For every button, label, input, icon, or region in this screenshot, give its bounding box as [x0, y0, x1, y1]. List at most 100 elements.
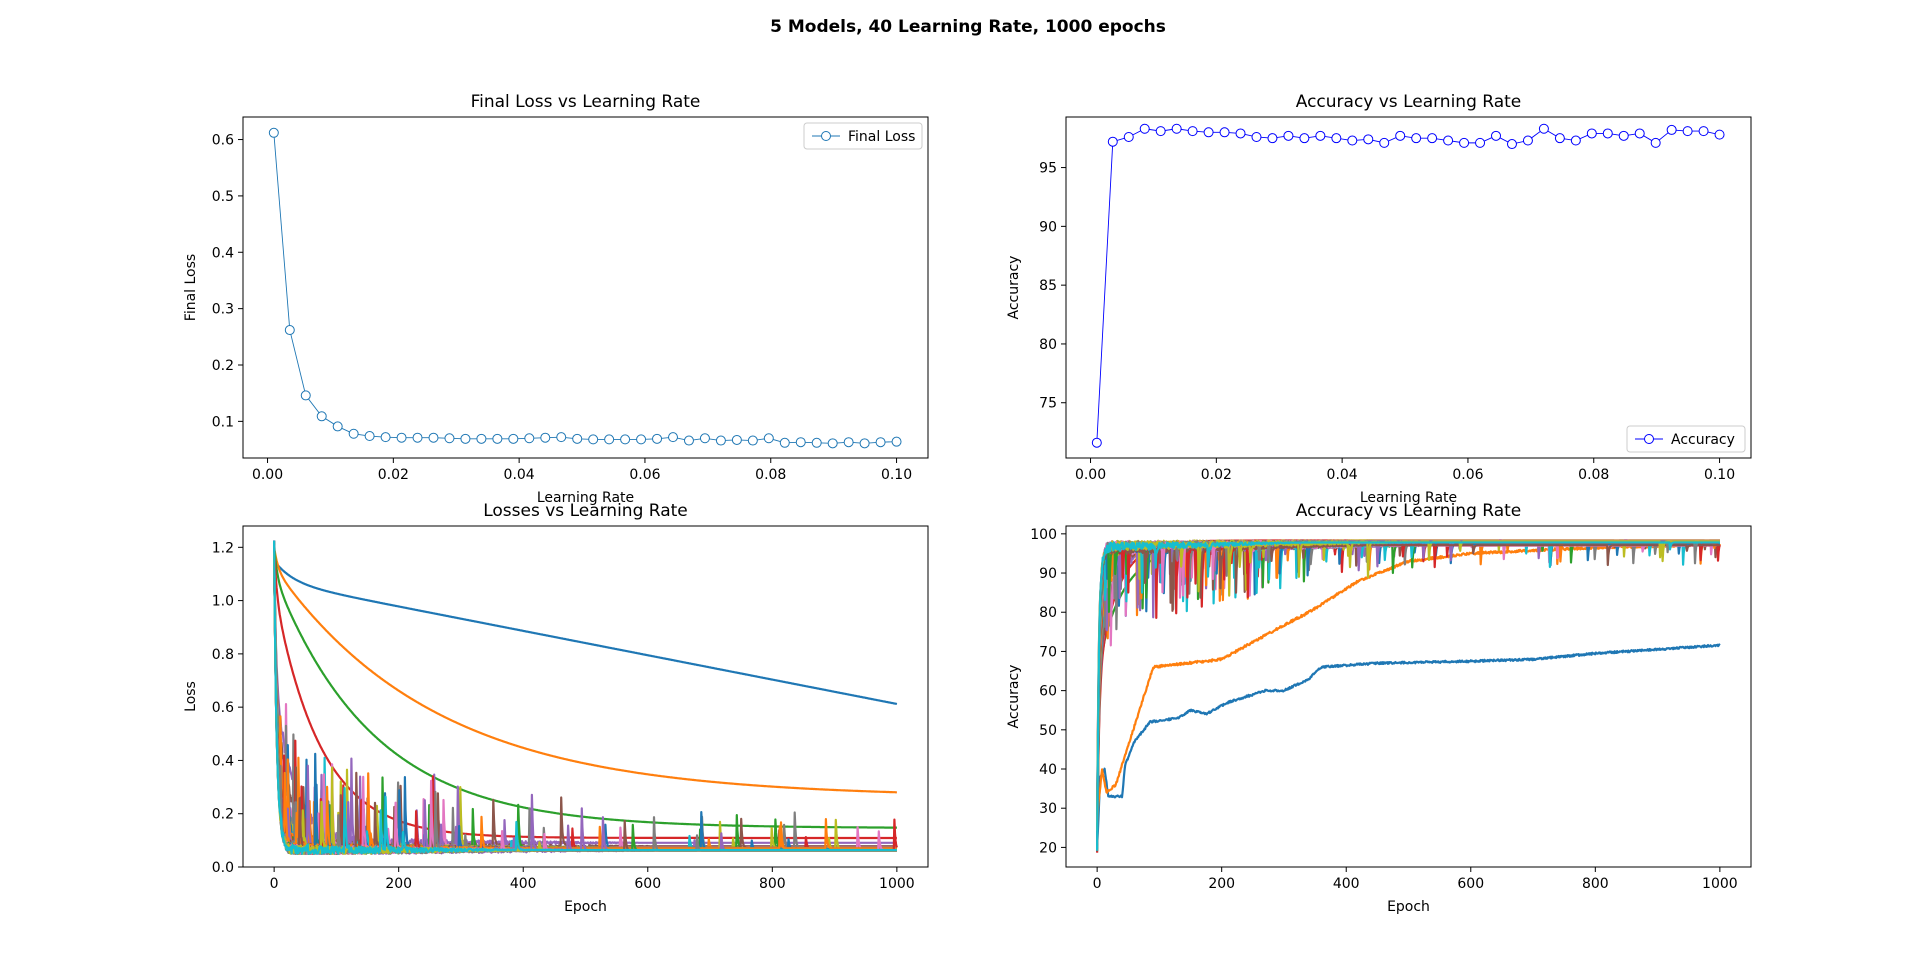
y-tick-label: 1.2 [212, 540, 234, 556]
data-point [875, 437, 886, 448]
y-tick-label: 0.8 [212, 647, 234, 663]
data-point [827, 438, 838, 449]
data-point [1267, 133, 1278, 144]
data-point [795, 437, 806, 448]
data-point [460, 433, 471, 444]
chart-title: Losses vs Learning Rate [483, 501, 688, 521]
data-point [636, 434, 647, 445]
data-point [1283, 130, 1294, 141]
data-point [300, 390, 311, 401]
x-tick-label: 200 [1208, 876, 1235, 892]
legend-box [803, 122, 923, 150]
legend: Final Loss [803, 122, 923, 150]
data-point [699, 433, 710, 444]
data-point [1650, 137, 1661, 148]
data-point [1123, 131, 1134, 142]
y-tick-label: 85 [1039, 278, 1057, 294]
data-point [396, 432, 407, 443]
series-line-40 [1096, 541, 1721, 849]
data-point [1139, 123, 1150, 134]
data-point [380, 432, 391, 443]
data-point [1107, 136, 1118, 147]
data-point [859, 438, 870, 449]
series-final-loss [268, 127, 902, 449]
data-point [1491, 130, 1502, 141]
data-point [763, 433, 774, 444]
y-tick-label: 1.0 [212, 594, 234, 610]
y-tick-label: 80 [1039, 337, 1057, 353]
y-tick-label: 0.4 [212, 753, 234, 769]
data-point [891, 436, 902, 447]
data-point [683, 435, 694, 446]
y-tick-label: 90 [1039, 219, 1057, 235]
data-point [604, 434, 615, 445]
data-point [1315, 130, 1326, 141]
x-tick-label: 0.10 [881, 467, 912, 483]
data-point [444, 433, 455, 444]
plot-frame [1065, 525, 1752, 868]
data-point [1155, 126, 1166, 137]
series-line-1 [1096, 643, 1721, 847]
data-point [332, 421, 343, 432]
y-axis-label: Accuracy [1006, 665, 1022, 729]
data-point [715, 435, 726, 446]
data-point [1682, 126, 1693, 137]
series-line [1096, 128, 1720, 443]
x-tick-label: 400 [510, 876, 537, 892]
data-point [572, 433, 583, 444]
x-axis-label: Epoch [564, 899, 607, 915]
legend-marker [1644, 434, 1654, 444]
chart-final-loss: Final Loss vs Learning Rate Learning Rate… [183, 92, 929, 506]
y-tick-label: 90 [1039, 566, 1057, 582]
data-point [348, 428, 359, 439]
chart-accuracy-vs-epoch: Accuracy vs Learning Rate Epoch Accuracy 0 2… [1006, 501, 1752, 915]
data-point [1634, 128, 1645, 139]
y-tick-label: 95 [1039, 161, 1057, 177]
data-point [492, 433, 503, 444]
data-point [1618, 130, 1629, 141]
data-point [428, 432, 439, 443]
data-point [1506, 139, 1517, 150]
series-line-3 [273, 540, 898, 829]
chart-title: Final Loss vs Learning Rate [471, 92, 701, 112]
x-tick-label: 0.02 [378, 467, 409, 483]
y-axis-label: Loss [183, 681, 199, 712]
data-point [1570, 135, 1581, 146]
y-tick-label: 0.0 [212, 860, 234, 876]
x-axis-label: Epoch [1387, 899, 1430, 915]
x-tick-label: 800 [1582, 876, 1609, 892]
data-point [668, 432, 679, 443]
series-group [1096, 539, 1721, 853]
data-point [412, 432, 423, 443]
chart-losses-vs-epoch: Losses vs Learning Rate Epoch Loss 0 200 400 6… [183, 501, 929, 915]
data-point [1235, 128, 1246, 139]
y-tick-label: 0.5 [212, 189, 234, 205]
x-tick-label: 0.08 [755, 467, 786, 483]
legend-entry: Accuracy [1671, 432, 1735, 448]
data-point [364, 431, 375, 442]
data-point [620, 434, 631, 445]
series-accuracy [1091, 123, 1725, 448]
data-point [1586, 128, 1597, 139]
data-point [1411, 133, 1422, 144]
series-group [273, 540, 898, 855]
legend: Accuracy [1626, 425, 1746, 453]
chart-accuracy-vs-lr: Accuracy vs Learning Rate Learning Rate Ac… [1006, 92, 1752, 506]
y-tick-label: 30 [1039, 801, 1057, 817]
legend-entry: Final Loss [848, 129, 915, 145]
series-line-2 [273, 550, 898, 794]
data-point [556, 432, 567, 443]
data-point [1331, 133, 1342, 144]
y-tick-label: 0.1 [212, 414, 234, 430]
x-axis-label: Learning Rate [1360, 490, 1457, 506]
data-point [1602, 128, 1613, 139]
series-line-1 [273, 560, 898, 706]
data-point [731, 434, 742, 445]
data-point [1554, 133, 1565, 144]
y-tick-label: 40 [1039, 762, 1057, 778]
x-tick-label: 200 [385, 876, 412, 892]
y-tick-label: 0.6 [212, 700, 234, 716]
x-tick-label: 0.10 [1704, 467, 1735, 483]
plot-frame [242, 116, 929, 459]
x-axis-label: Learning Rate [537, 490, 634, 506]
